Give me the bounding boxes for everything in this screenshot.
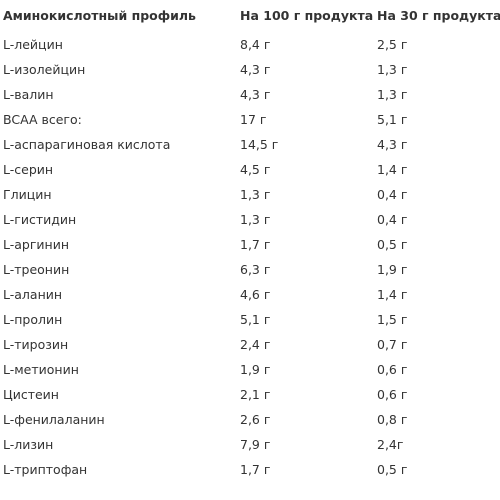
amount-per-30g: 0,7 г (377, 337, 408, 352)
amount-per-100g: 1,7 г (240, 462, 271, 477)
table-row: L-фенилаланин 2,6 г 0,8 г (3, 407, 500, 432)
table-row: L-аргинин 1,7 г 0,5 г (3, 232, 500, 257)
amount-per-100g: 5,1 г (240, 312, 271, 327)
table-row: L-треонин 6,3 г 1,9 г (3, 257, 500, 282)
amount-per-30g: 0,6 г (377, 362, 408, 377)
amino-acid-name: L-серин (3, 162, 54, 177)
amino-acid-name: L-аспарагиновая кислота (3, 137, 171, 152)
table-row: L-тирозин 2,4 г 0,7 г (3, 332, 500, 357)
amino-acid-name: L-изолейцин (3, 62, 86, 77)
amount-per-100g: 6,3 г (240, 262, 271, 277)
amount-per-30g: 4,3 г (377, 137, 408, 152)
amino-acid-table: Аминокислотный профиль На 100 г продукта… (3, 0, 500, 482)
amount-per-30g: 0,5 г (377, 462, 408, 477)
amino-acid-name: Глицин (3, 187, 52, 202)
amino-acid-name: L-триптофан (3, 462, 88, 477)
header-per-30g: На 30 г продукта (377, 8, 500, 23)
amount-per-100g: 1,3 г (240, 212, 271, 227)
amino-acid-name: L-аргинин (3, 237, 70, 252)
amount-per-100g: 7,9 г (240, 437, 271, 452)
amino-acid-name: L-треонин (3, 262, 70, 277)
amount-per-100g: 1,9 г (240, 362, 271, 377)
amino-acid-name: L-валин (3, 87, 54, 102)
amino-acid-name: L-аланин (3, 287, 63, 302)
table-row: Глицин 1,3 г 0,4 г (3, 182, 500, 207)
amount-per-30g: 2,5 г (377, 37, 408, 52)
amount-per-100g: 4,5 г (240, 162, 271, 177)
amino-acid-name: L-пролин (3, 312, 63, 327)
table-row: Цистеин 2,1 г 0,6 г (3, 382, 500, 407)
table-row: L-аспарагиновая кислота 14,5 г 4,3 г (3, 132, 500, 157)
amount-per-100g: 2,1 г (240, 387, 271, 402)
table-row: L-валин 4,3 г 1,3 г (3, 82, 500, 107)
amount-per-30g: 0,5 г (377, 237, 408, 252)
amino-acid-name: Цистеин (3, 387, 59, 402)
amino-acid-name: L-метионин (3, 362, 79, 377)
amount-per-100g: 2,4 г (240, 337, 271, 352)
amount-per-30g: 2,4г (377, 437, 404, 452)
amount-per-100g: 4,3 г (240, 87, 271, 102)
table-row: L-гистидин 1,3 г 0,4 г (3, 207, 500, 232)
amount-per-100g: 4,3 г (240, 62, 271, 77)
table-row: L-серин 4,5 г 1,4 г (3, 157, 500, 182)
table-row: L-аланин 4,6 г 1,4 г (3, 282, 500, 307)
table-header: Аминокислотный профиль На 100 г продукта… (3, 0, 500, 32)
amino-acid-name: L-лейцин (3, 37, 63, 52)
table-row: BCAA всего: 17 г 5,1 г (3, 107, 500, 132)
amount-per-30g: 1,4 г (377, 287, 408, 302)
table-row: L-метионин 1,9 г 0,6 г (3, 357, 500, 382)
header-per-100g: На 100 г продукта (240, 8, 374, 23)
header-amino-profile: Аминокислотный профиль (3, 8, 196, 23)
amount-per-100g: 8,4 г (240, 37, 271, 52)
amount-per-100g: 2,6 г (240, 412, 271, 427)
amount-per-30g: 1,3 г (377, 62, 408, 77)
table-row: L-лизин 7,9 г 2,4г (3, 432, 500, 457)
amount-per-100g: 4,6 г (240, 287, 271, 302)
amino-acid-name: L-лизин (3, 437, 54, 452)
amount-per-100g: 14,5 г (240, 137, 279, 152)
amount-per-30g: 0,8 г (377, 412, 408, 427)
amino-acid-name: L-гистидин (3, 212, 77, 227)
amount-per-30g: 0,6 г (377, 387, 408, 402)
amount-per-30g: 0,4 г (377, 187, 408, 202)
amount-per-100g: 1,3 г (240, 187, 271, 202)
amount-per-30g: 1,3 г (377, 87, 408, 102)
amount-per-30g: 1,5 г (377, 312, 408, 327)
table-row: L-лейцин 8,4 г 2,5 г (3, 32, 500, 57)
amount-per-30g: 0,4 г (377, 212, 408, 227)
amino-acid-name: L-фенилаланин (3, 412, 105, 427)
amino-acid-name: L-тирозин (3, 337, 69, 352)
table-row: L-триптофан 1,7 г 0,5 г (3, 457, 500, 482)
amount-per-30g: 5,1 г (377, 112, 408, 127)
table-row: L-пролин 5,1 г 1,5 г (3, 307, 500, 332)
amount-per-30g: 1,9 г (377, 262, 408, 277)
amount-per-30g: 1,4 г (377, 162, 408, 177)
table-row: L-изолейцин 4,3 г 1,3 г (3, 57, 500, 82)
amino-acid-name: BCAA всего: (3, 112, 82, 127)
amount-per-100g: 17 г (240, 112, 267, 127)
amount-per-100g: 1,7 г (240, 237, 271, 252)
